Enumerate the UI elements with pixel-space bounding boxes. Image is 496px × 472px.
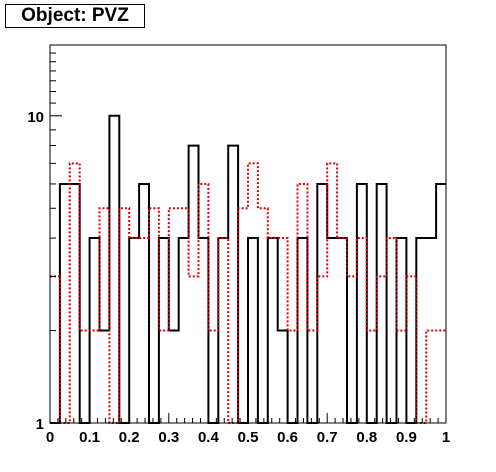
x-tick-label: 0.5 <box>238 429 259 446</box>
x-tick-label: 0.8 <box>356 429 377 446</box>
x-tick-label: 0.9 <box>396 429 417 446</box>
x-tick-label: 0.2 <box>119 429 140 446</box>
x-tick-label: 0.6 <box>277 429 298 446</box>
x-tick-label: 0.7 <box>317 429 338 446</box>
x-tick-label: 0.1 <box>79 429 100 446</box>
x-tick-label: 0.3 <box>158 429 179 446</box>
x-tick-label: 0.4 <box>198 429 220 446</box>
y-tick-label: 10 <box>27 109 44 126</box>
x-tick-label: 1 <box>442 429 450 446</box>
chart-title: Object: PVZ <box>5 4 145 28</box>
x-tick-label: 0 <box>46 429 54 446</box>
y-tick-label: 1 <box>36 416 44 433</box>
